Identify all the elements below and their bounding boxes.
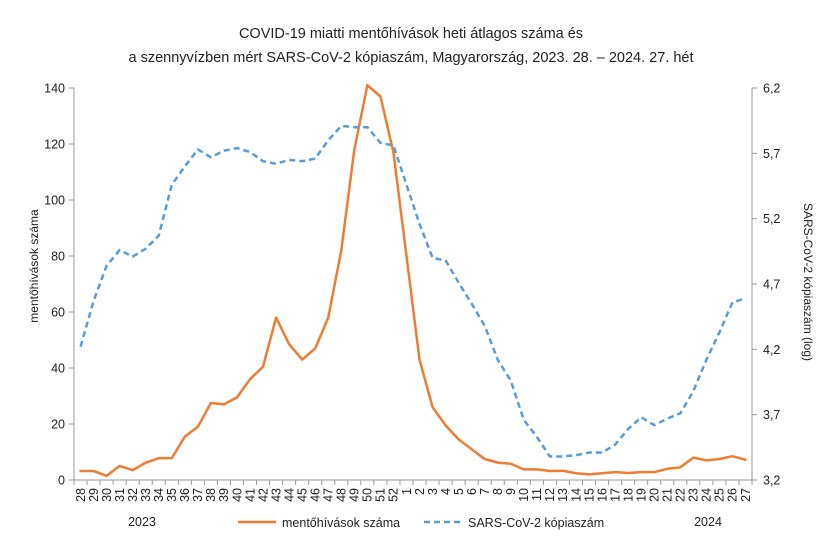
x-tick-label: 29	[87, 488, 101, 502]
x-tick-label: 25	[713, 488, 727, 502]
right-tick-label: 4,2	[763, 343, 780, 357]
x-tick-label: 19	[634, 488, 648, 502]
x-tick-label: 18	[621, 488, 635, 502]
right-axis-ticks: 3,2 3,7 4,2 4,7 5,2 5,7 6,2	[752, 82, 780, 488]
x-tick-label: 9	[504, 488, 518, 495]
x-tick-label: 4	[439, 488, 453, 495]
left-tick-label: 80	[51, 250, 65, 264]
left-tick-label: 40	[51, 362, 65, 376]
x-tick-label: 22	[674, 488, 688, 502]
x-tick-label: 46	[309, 488, 323, 502]
x-tick-label: 30	[100, 488, 114, 502]
chart-title-line-1: COVID-19 miatti mentőhívások heti átlago…	[239, 26, 583, 42]
x-tick-label: 32	[126, 488, 140, 502]
x-tick-label: 28	[74, 488, 88, 502]
y-axis-right-label: SARS-CoV-2 kópiaszám (log)	[801, 203, 815, 361]
right-tick-label: 3,7	[763, 408, 780, 422]
chart-title-line-2: a szennyvízben mért SARS-CoV-2 kópiaszám…	[129, 50, 694, 66]
x-axis-ticks: 28 29 30 31 32 33 34 35 36 37 38 39 40 41 42 43 44 45 46 47…	[73, 480, 753, 502]
year-label-2023: 2023	[128, 515, 156, 529]
right-tick-label: 4,7	[763, 278, 780, 292]
right-tick-label: 5,2	[763, 212, 780, 226]
x-tick-label: 5	[452, 488, 466, 495]
plot-area	[73, 88, 753, 481]
series-layer	[79, 83, 747, 478]
x-tick-label: 49	[348, 488, 362, 502]
x-tick-label: 6	[465, 488, 479, 495]
x-tick-label: 44	[282, 488, 296, 502]
x-tick-label: 10	[517, 488, 531, 502]
left-tick-label: 140	[44, 82, 65, 96]
left-tick-label: 0	[58, 474, 65, 488]
left-tick-label: 100	[44, 194, 65, 208]
y-axis-left-label: mentőhívások száma	[27, 209, 41, 323]
x-tick-label: 17	[608, 488, 622, 502]
x-tick-label: 35	[165, 488, 179, 502]
x-tick-label: 15	[582, 488, 596, 502]
x-tick-label: 27	[739, 488, 753, 502]
x-tick-label: 37	[191, 488, 205, 502]
left-axis-ticks: 0 20 40 60 80 100 120 140	[44, 82, 74, 488]
year-label-2024: 2024	[694, 515, 722, 529]
x-tick-label: 3	[426, 488, 440, 495]
x-tick-label: 23	[687, 488, 701, 502]
x-tick-label: 11	[530, 488, 544, 501]
x-tick-label: 41	[243, 488, 257, 502]
right-tick-label: 3,2	[763, 474, 780, 488]
left-tick-label: 20	[51, 418, 65, 432]
x-tick-label: 38	[204, 488, 218, 502]
legend-label-kopiaszam: SARS-CoV-2 kópiaszám	[468, 516, 604, 530]
x-tick-label: 48	[335, 488, 349, 502]
legend-label-mentohivasok: mentőhívások száma	[282, 516, 400, 530]
x-tick-label: 47	[322, 488, 336, 502]
x-tick-label: 34	[152, 488, 166, 502]
x-tick-label: 42	[256, 488, 270, 502]
x-tick-label: 50	[361, 488, 375, 502]
x-tick-label: 43	[269, 488, 283, 502]
x-tick-label: 24	[700, 488, 714, 502]
x-tick-label: 14	[569, 488, 583, 502]
series-line-mentohivasok	[79, 83, 747, 478]
x-tick-label: 13	[556, 488, 570, 502]
x-tick-label: 45	[295, 488, 309, 502]
x-tick-label: 1	[400, 488, 414, 495]
chart-title: COVID-19 miatti mentőhívások heti átlago…	[129, 26, 694, 66]
x-tick-label: 52	[387, 488, 401, 502]
x-tick-label: 2	[413, 488, 427, 495]
x-tick-label: 36	[178, 488, 192, 502]
x-tick-label: 16	[595, 488, 609, 502]
x-tick-label: 40	[230, 488, 244, 502]
legend: mentőhívások száma SARS-CoV-2 kópiaszám	[238, 516, 604, 530]
x-tick-label: 8	[491, 488, 505, 495]
x-tick-label: 31	[113, 488, 127, 502]
x-tick-label: 39	[217, 488, 231, 502]
left-tick-label: 60	[51, 306, 65, 320]
series-line-kopiaszam	[79, 124, 746, 458]
x-tick-label: 33	[139, 488, 153, 502]
x-tick-label: 51	[374, 488, 388, 502]
x-tick-label: 26	[726, 488, 740, 502]
right-tick-label: 5,7	[763, 147, 780, 161]
x-tick-label: 20	[648, 488, 662, 502]
left-tick-label: 120	[44, 138, 65, 152]
right-tick-label: 6,2	[763, 82, 780, 96]
x-tick-label: 12	[543, 488, 557, 502]
x-tick-label: 7	[478, 488, 492, 495]
x-tick-label: 21	[661, 488, 675, 502]
